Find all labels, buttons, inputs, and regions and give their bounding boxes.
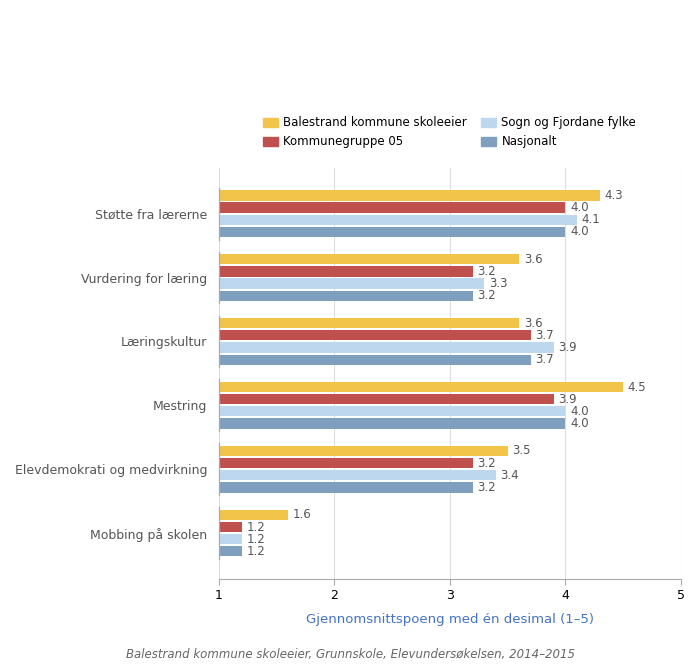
Bar — [218, 255, 519, 265]
Bar — [218, 355, 531, 365]
Text: 1.6: 1.6 — [293, 508, 312, 521]
Bar — [218, 546, 242, 556]
Bar — [218, 394, 554, 404]
Text: 1.2: 1.2 — [246, 545, 265, 558]
Text: 3.6: 3.6 — [524, 253, 542, 266]
Text: 3.2: 3.2 — [477, 481, 496, 494]
Bar — [218, 279, 484, 289]
Text: 1.2: 1.2 — [246, 532, 265, 546]
Bar — [218, 267, 473, 277]
Text: 4.5: 4.5 — [628, 381, 647, 393]
Text: 4.0: 4.0 — [570, 417, 589, 430]
Text: 3.2: 3.2 — [477, 289, 496, 302]
Bar — [218, 291, 473, 301]
Bar — [218, 470, 496, 480]
Bar — [218, 522, 242, 532]
Text: 3.7: 3.7 — [536, 353, 554, 366]
Text: 4.0: 4.0 — [570, 201, 589, 214]
Text: 1.2: 1.2 — [246, 520, 265, 534]
Text: 3.9: 3.9 — [559, 393, 577, 405]
X-axis label: Gjennomsnittspoeng med én desimal (1–5): Gjennomsnittspoeng med én desimal (1–5) — [306, 613, 594, 627]
Text: Balestrand kommune skoleeier, Grunnskole, Elevundersøkelsen, 2014–2015: Balestrand kommune skoleeier, Grunnskole… — [125, 648, 575, 661]
Text: 3.4: 3.4 — [500, 469, 519, 482]
Bar — [218, 343, 554, 353]
Text: 3.6: 3.6 — [524, 317, 542, 330]
Text: 3.2: 3.2 — [477, 457, 496, 470]
Bar — [218, 214, 577, 225]
Bar — [218, 330, 531, 341]
Text: 4.3: 4.3 — [605, 189, 623, 202]
Bar — [218, 226, 566, 237]
Text: 3.5: 3.5 — [512, 444, 531, 458]
Bar — [218, 446, 508, 456]
Bar — [218, 406, 566, 416]
Text: 3.3: 3.3 — [489, 277, 508, 290]
Bar — [218, 510, 288, 520]
Text: 4.0: 4.0 — [570, 405, 589, 418]
Bar — [218, 202, 566, 212]
Text: 4.1: 4.1 — [582, 213, 601, 226]
Text: 3.7: 3.7 — [536, 329, 554, 342]
Bar — [218, 418, 566, 429]
Text: 3.9: 3.9 — [559, 341, 577, 354]
Bar — [218, 318, 519, 328]
Text: 3.2: 3.2 — [477, 265, 496, 278]
Bar — [218, 534, 242, 544]
Legend: Balestrand kommune skoleeier, Kommunegruppe 05, Sogn og Fjordane fylke, Nasjonal: Balestrand kommune skoleeier, Kommunegru… — [263, 116, 636, 148]
Text: 4.0: 4.0 — [570, 225, 589, 238]
Bar — [218, 382, 623, 392]
Bar — [218, 458, 473, 468]
Bar — [218, 482, 473, 492]
Bar — [218, 190, 600, 200]
